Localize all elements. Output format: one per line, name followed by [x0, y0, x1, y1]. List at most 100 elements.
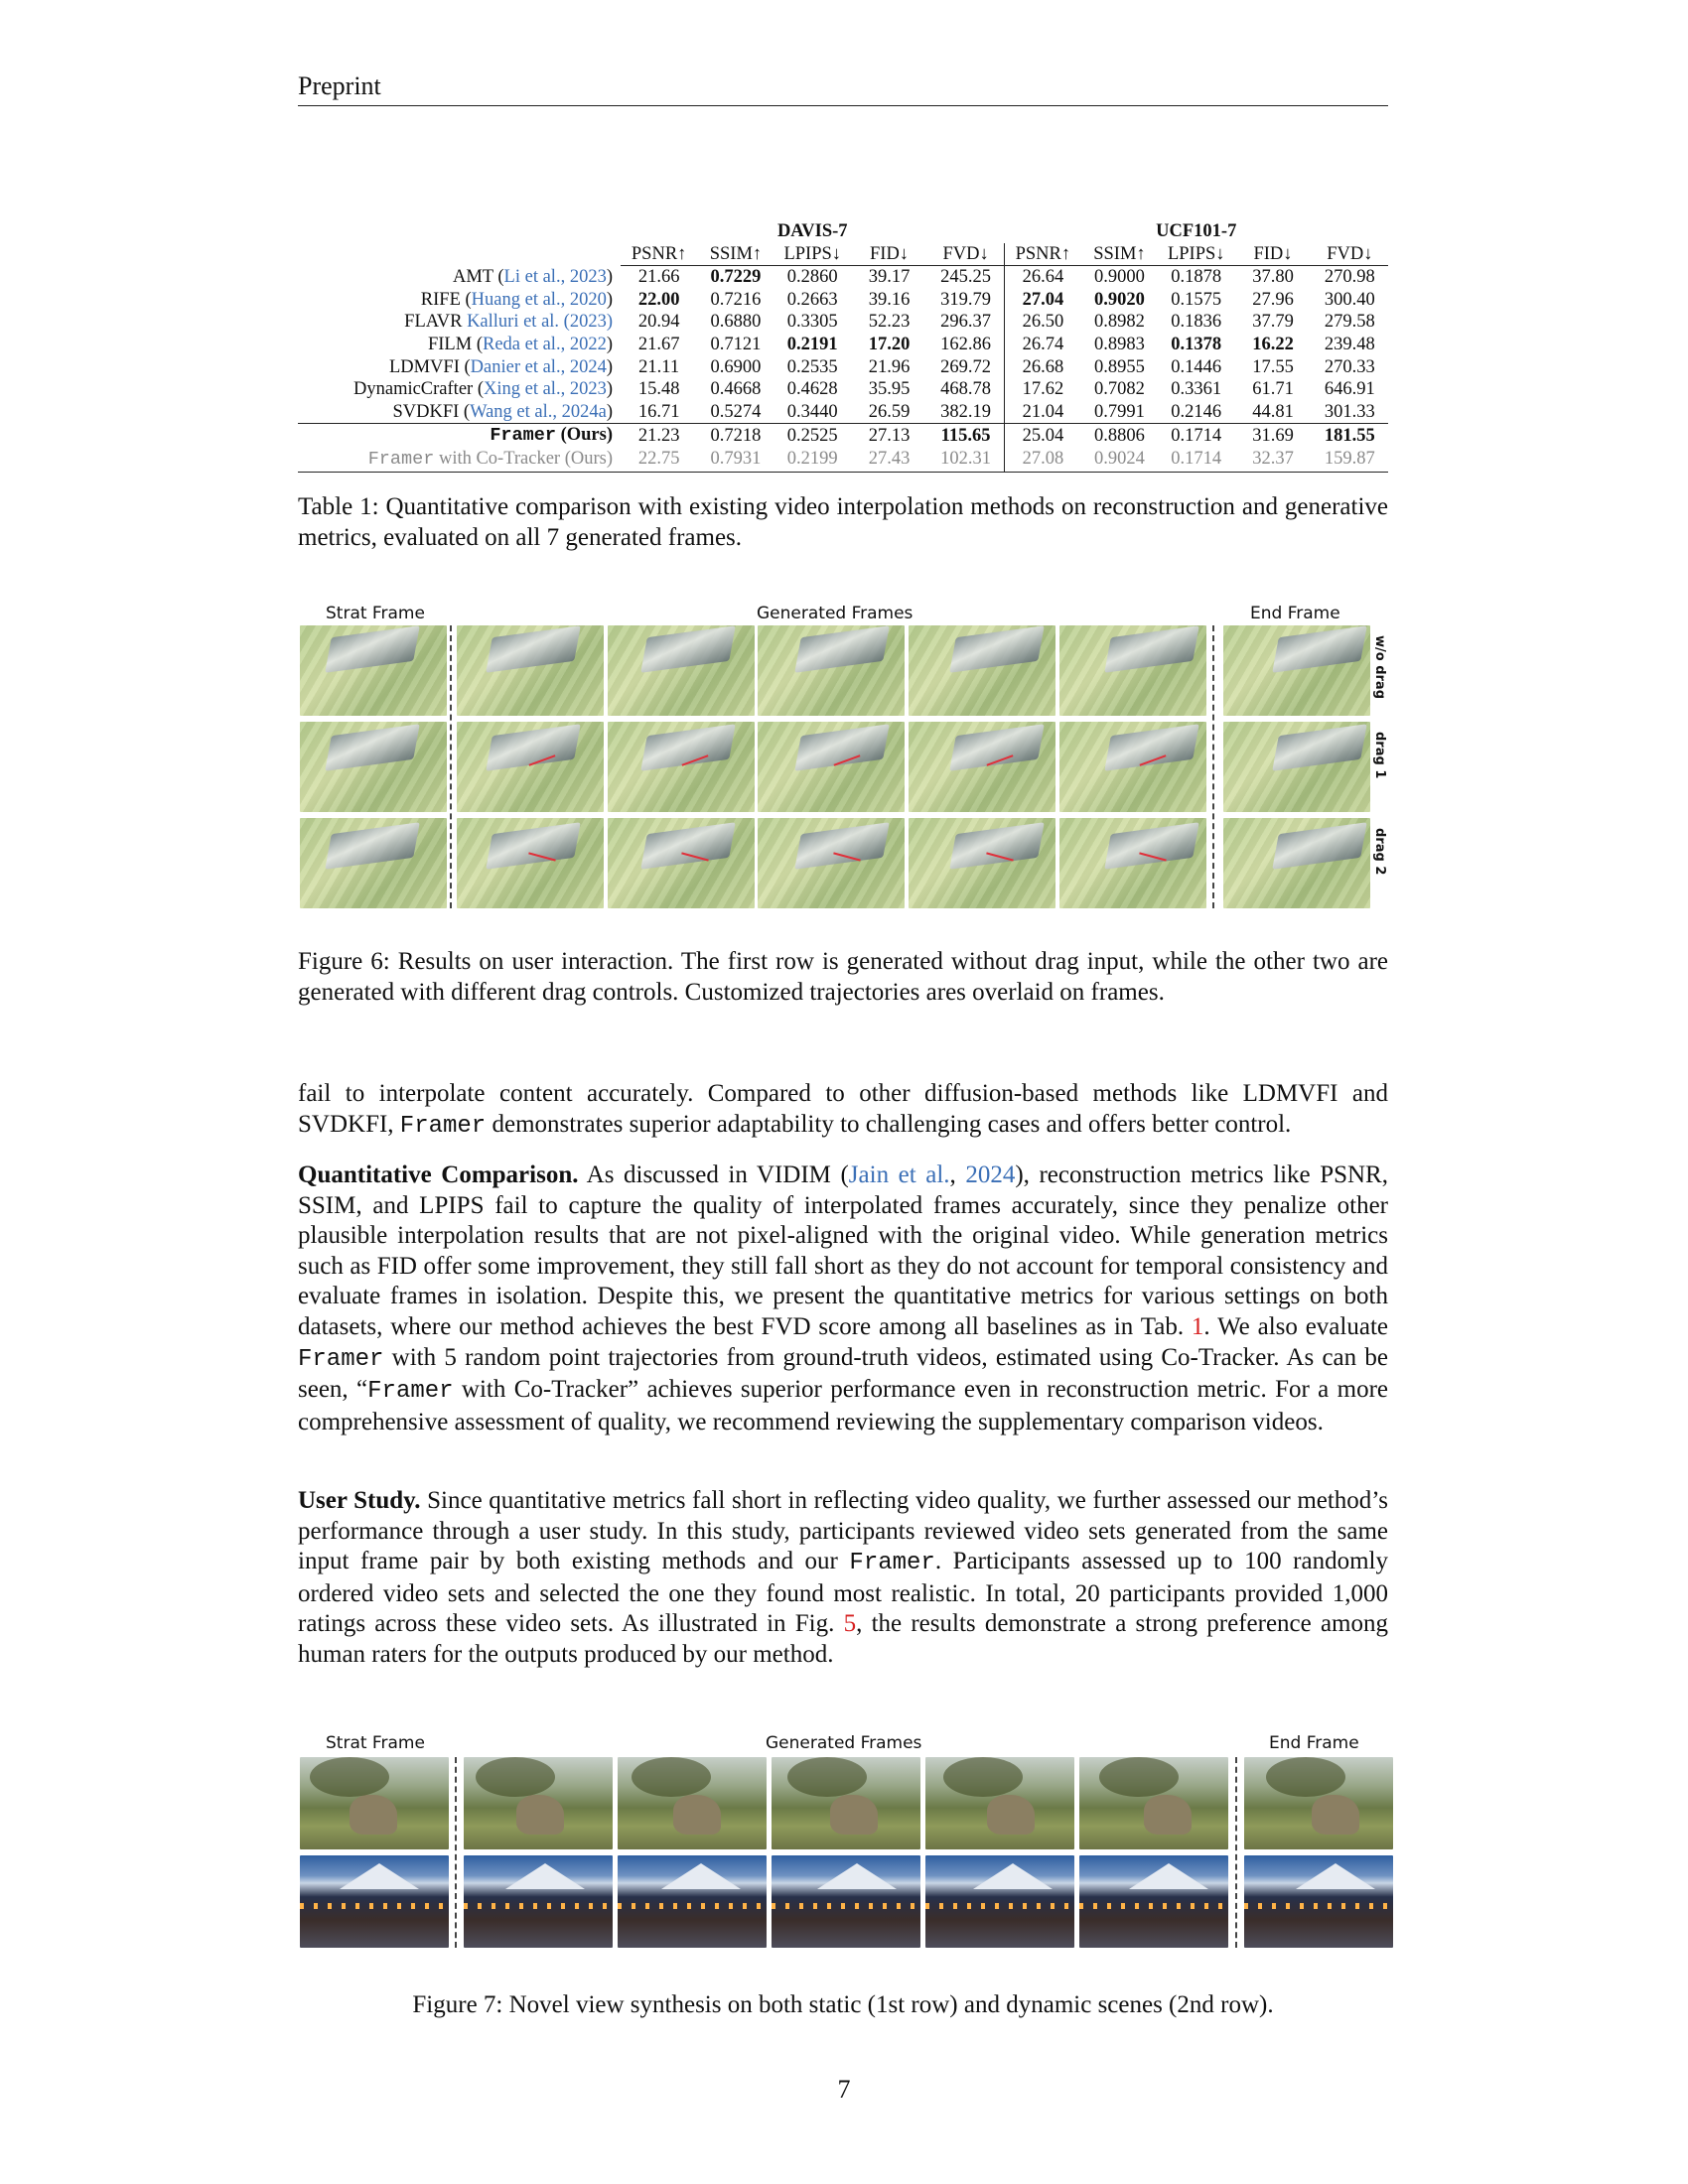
metric-value: 0.1714: [1158, 423, 1235, 448]
metric-value: 21.04: [1003, 400, 1081, 424]
metric-value: 0.2860: [786, 267, 838, 288]
metric-value: 0.2535: [786, 356, 838, 377]
label-generated-frames: Generated Frames: [757, 604, 914, 623]
static-scene-frame: [772, 1757, 920, 1849]
metric-value: 21.96: [868, 356, 911, 377]
metric-value: 17.62: [1003, 378, 1081, 401]
metric-value: 0.1446: [1171, 356, 1222, 377]
interaction-frame: [1223, 818, 1370, 908]
paragraph-intro: fail to interpolate content accurately. …: [298, 1080, 1388, 1140]
citation-link[interactable]: Danier et al., 2024: [470, 356, 607, 377]
interaction-frame: [457, 625, 604, 716]
interaction-frame: [1059, 818, 1206, 908]
metric-value: 0.7216: [710, 289, 762, 310]
metric-value: 646.91: [1324, 379, 1375, 400]
interaction-frame: [608, 722, 755, 812]
figure-7: Strat Frame Generated Frames End Frame: [298, 1731, 1393, 1956]
citation-link[interactable]: Jain et al.: [848, 1161, 950, 1188]
metric-value: 27.13: [850, 423, 928, 448]
metric-value: 16.22: [1252, 334, 1294, 354]
header-rule: [298, 105, 1388, 106]
static-scene-frame: [1079, 1757, 1228, 1849]
metric-value: 382.19: [940, 401, 992, 422]
metric-value: 0.7121: [710, 334, 762, 354]
citation-link[interactable]: Kalluri et al. (2023): [467, 312, 613, 333]
interaction-frame: [300, 818, 447, 908]
interaction-frame: [909, 625, 1055, 716]
interaction-frame: [909, 722, 1055, 812]
metric-value: 21.23: [621, 423, 698, 448]
metric-value: 37.79: [1252, 312, 1294, 333]
metric-value: 319.79: [940, 289, 992, 310]
interaction-frame: [457, 818, 604, 908]
metric-value: 25.04: [1003, 423, 1081, 448]
figure-ref-link[interactable]: 5: [843, 1610, 857, 1638]
group-ucf: UCF101-7: [1156, 221, 1237, 241]
metric-value: 37.80: [1252, 267, 1294, 288]
metric-value: 0.6880: [710, 312, 762, 333]
metric-header: FVD↓: [1311, 242, 1388, 267]
interaction-frame: [608, 625, 755, 716]
table-row: RIFE (Huang et al., 2020) 22.00 0.7216 0.26…: [298, 288, 1388, 312]
metric-value: 0.7229: [710, 267, 762, 288]
metric-value: 181.55: [1311, 423, 1388, 448]
interaction-frame: [758, 722, 905, 812]
table-row: AMT (Li et al., 2023) 21.66 0.7229 0.2860 39…: [298, 265, 1388, 289]
metric-value: 26.64: [1003, 265, 1081, 289]
metric-value: 301.33: [1324, 401, 1375, 422]
metric-header: FID↓: [850, 242, 928, 267]
metric-value: 296.37: [940, 312, 992, 333]
citation-year-link[interactable]: 2024: [965, 1161, 1016, 1188]
metric-header: PSNR↑: [1003, 242, 1081, 267]
metric-value: 0.8806: [1080, 423, 1159, 448]
table-ref-link[interactable]: 1: [1191, 1312, 1204, 1340]
metric-value: 26.68: [1003, 355, 1081, 379]
frame-divider: [455, 1757, 457, 1948]
metric-value: 269.72: [940, 356, 992, 377]
interaction-frame: [300, 625, 447, 716]
row-label: w/o drag: [1372, 635, 1387, 700]
label-end-frame: End Frame: [1269, 1733, 1359, 1753]
interaction-frame: [909, 818, 1055, 908]
label-start-frame: Strat Frame: [326, 604, 425, 623]
metric-value: 27.96: [1252, 289, 1294, 310]
metric-value: 0.7991: [1093, 401, 1145, 422]
framer-name: Framer: [399, 1112, 487, 1140]
table-row: SVDKFI (Wang et al., 2024a) 16.71 0.5274 0.…: [298, 400, 1388, 424]
metric-value: 0.3440: [786, 401, 838, 422]
dynamic-scene-frame: [618, 1855, 767, 1948]
citation-link[interactable]: Huang et al., 2020: [471, 289, 607, 310]
citation-link[interactable]: Wang et al., 2024a: [470, 401, 607, 422]
interaction-frame: [457, 722, 604, 812]
interaction-frame: [1059, 625, 1206, 716]
table-row: Framer (Ours) 21.23 0.7218 0.2525 27.13 115.6…: [298, 423, 1388, 448]
metric-header: FVD↓: [927, 242, 1005, 267]
interaction-frame: [300, 722, 447, 812]
metric-value: 0.7082: [1093, 379, 1145, 400]
figure-7-caption: Figure 7: Novel view synthesis on both s…: [412, 1991, 1274, 2018]
method-name: DynamicCrafter (Xing et al., 2023): [353, 379, 613, 400]
metric-value: 27.08: [1003, 447, 1081, 473]
citation-link[interactable]: Reda et al., 2022: [482, 334, 607, 354]
metric-value: 159.87: [1311, 447, 1388, 473]
metric-value: 27.43: [850, 447, 928, 473]
citation-link[interactable]: Xing et al., 2023: [484, 379, 607, 400]
citation-link[interactable]: Li et al., 2023: [503, 266, 607, 287]
dynamic-scene-frame: [1244, 1855, 1393, 1948]
metric-value: 39.17: [868, 267, 911, 288]
metric-value: 0.3305: [786, 312, 838, 333]
static-scene-frame: [300, 1757, 449, 1849]
metric-header: SSIM↑: [697, 242, 774, 267]
interaction-frame: [608, 818, 755, 908]
table-caption: Table 1: Quantitative comparison with ex…: [298, 493, 1388, 551]
metric-value: 39.16: [868, 289, 911, 310]
dynamic-scene-frame: [1079, 1855, 1228, 1948]
metric-value: 17.20: [868, 334, 911, 354]
metric-value: 0.1836: [1171, 312, 1222, 333]
dynamic-scene-frame: [464, 1855, 613, 1948]
metric-value: 21.67: [637, 334, 680, 354]
dynamic-scene-frame: [772, 1855, 920, 1948]
metric-value: 0.4628: [786, 379, 838, 400]
metric-value: 20.94: [637, 312, 680, 333]
metric-value: 16.71: [637, 401, 680, 422]
